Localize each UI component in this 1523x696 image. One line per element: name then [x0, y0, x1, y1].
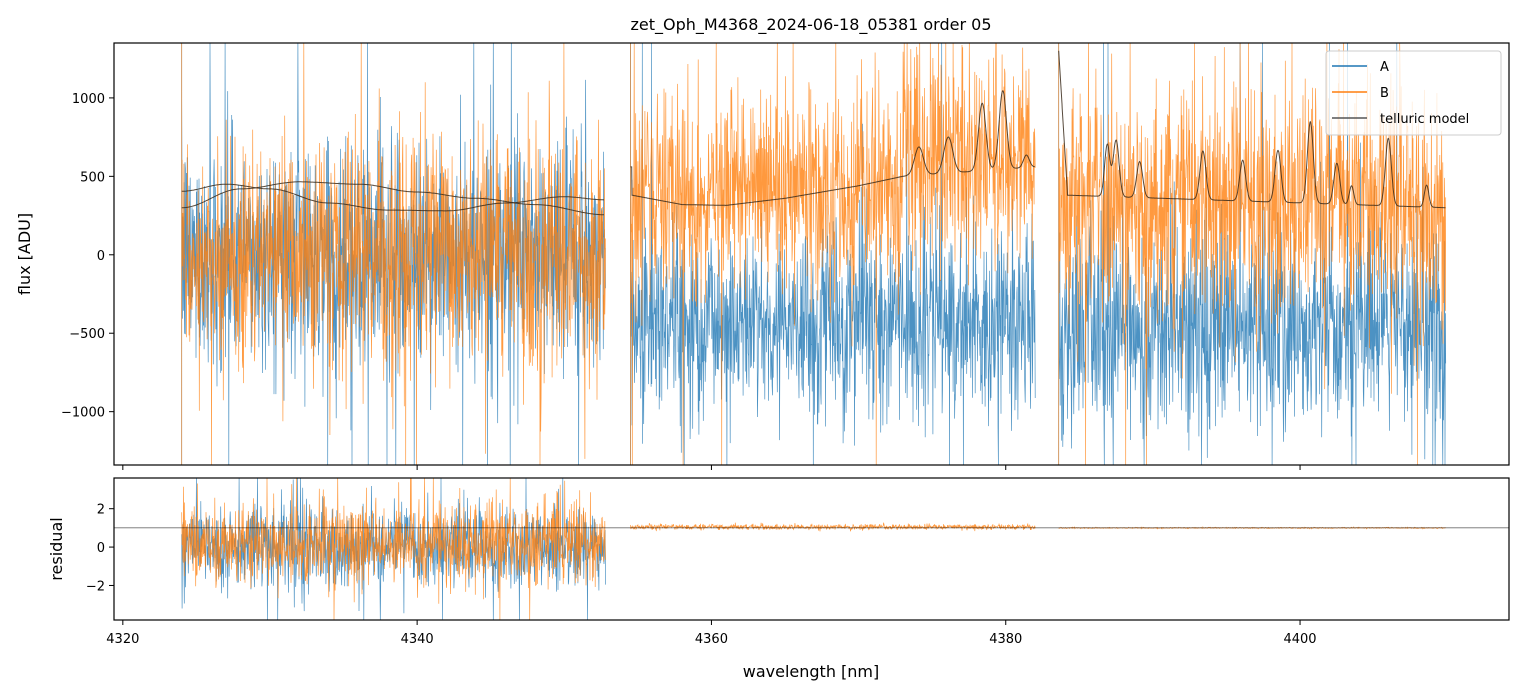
flux-ytick-label: 0	[97, 249, 105, 264]
legend-label-a: A	[1380, 60, 1389, 75]
flux-ytick-label: 1000	[72, 92, 105, 107]
telluric-model-line	[630, 90, 1036, 206]
flux-plot-area	[181, 43, 1447, 465]
residual-ytick-label: 2	[97, 503, 105, 518]
legend-label-telluric: telluric model	[1380, 112, 1469, 127]
telluric-model-line	[1058, 50, 1446, 209]
residual-axes-frame	[113, 477, 1510, 621]
xtick-label: 4340	[401, 632, 434, 647]
xtick-label: 4360	[695, 632, 728, 647]
xlabel: wavelength [nm]	[743, 662, 880, 681]
residual-ytick-label: −2	[86, 579, 105, 594]
legend-label-b: B	[1380, 86, 1389, 101]
legend: A B telluric model	[1325, 50, 1502, 136]
residual-ytick-label: 0	[97, 541, 105, 556]
chart-title: zet_Oph_M4368_2024-06-18_05381 order 05	[630, 15, 991, 35]
flux-axes-frame	[113, 42, 1510, 466]
telluric-model-line	[181, 181, 605, 216]
flux-ytick-label: −1000	[61, 406, 105, 421]
xtick-label: 4320	[106, 632, 139, 647]
flux-ylabel: flux [ADU]	[15, 213, 34, 295]
xtick-label: 4400	[1283, 632, 1316, 647]
xtick-label: 4380	[989, 632, 1022, 647]
residual-plot-area	[114, 478, 1509, 620]
flux-series-b	[181, 43, 1447, 465]
axis-ticks: 4320 4340 4360 4380 4400 1000 500 0 −500 −1000 2 0 −…	[61, 92, 1317, 647]
residual-ylabel: residual	[47, 517, 66, 580]
flux-ytick-label: −500	[69, 327, 105, 342]
flux-ytick-label: 500	[80, 170, 105, 185]
telluric-model-line	[181, 183, 605, 212]
